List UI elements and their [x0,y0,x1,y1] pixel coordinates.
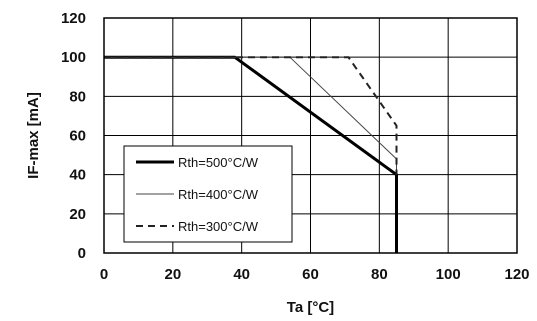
y-tick-label: 40 [69,167,86,184]
y-tick-label: 20 [69,206,86,223]
legend-entry-rth-300: Rth=300°C/W [178,219,259,234]
legend-entry-rth-400: Rth=400°C/W [178,187,259,202]
y-tick-label: 60 [69,128,86,145]
x-tick-label: 0 [100,266,108,283]
y-tick-labels: 0 20 40 60 80 100 120 [61,10,86,262]
series-group [104,55,398,253]
y-tick-label: 80 [69,88,86,105]
y-tick-label: 0 [78,245,86,262]
x-tick-label: 60 [302,266,319,283]
y-tick-label: 100 [61,49,86,66]
x-tick-label: 20 [164,266,181,283]
plot-frame [103,17,518,254]
x-axis-label: Ta [°C] [287,299,334,316]
x-tick-label: 120 [504,266,529,283]
series-line-2 [104,56,398,175]
x-tick-labels: 0 20 40 60 80 100 120 [100,266,530,283]
y-tick-label: 120 [61,10,86,27]
legend: Rth=500°C/W Rth=400°C/W Rth=300°C/W [123,145,293,243]
x-tick-label: 100 [436,266,461,283]
y-axis-label: IF-max [mA] [25,92,42,179]
legend-entry-rth-500: Rth=500°C/W [178,155,259,170]
x-tick-label: 40 [233,266,250,283]
x-tick-label: 80 [371,266,388,283]
series-line-1 [104,56,397,175]
